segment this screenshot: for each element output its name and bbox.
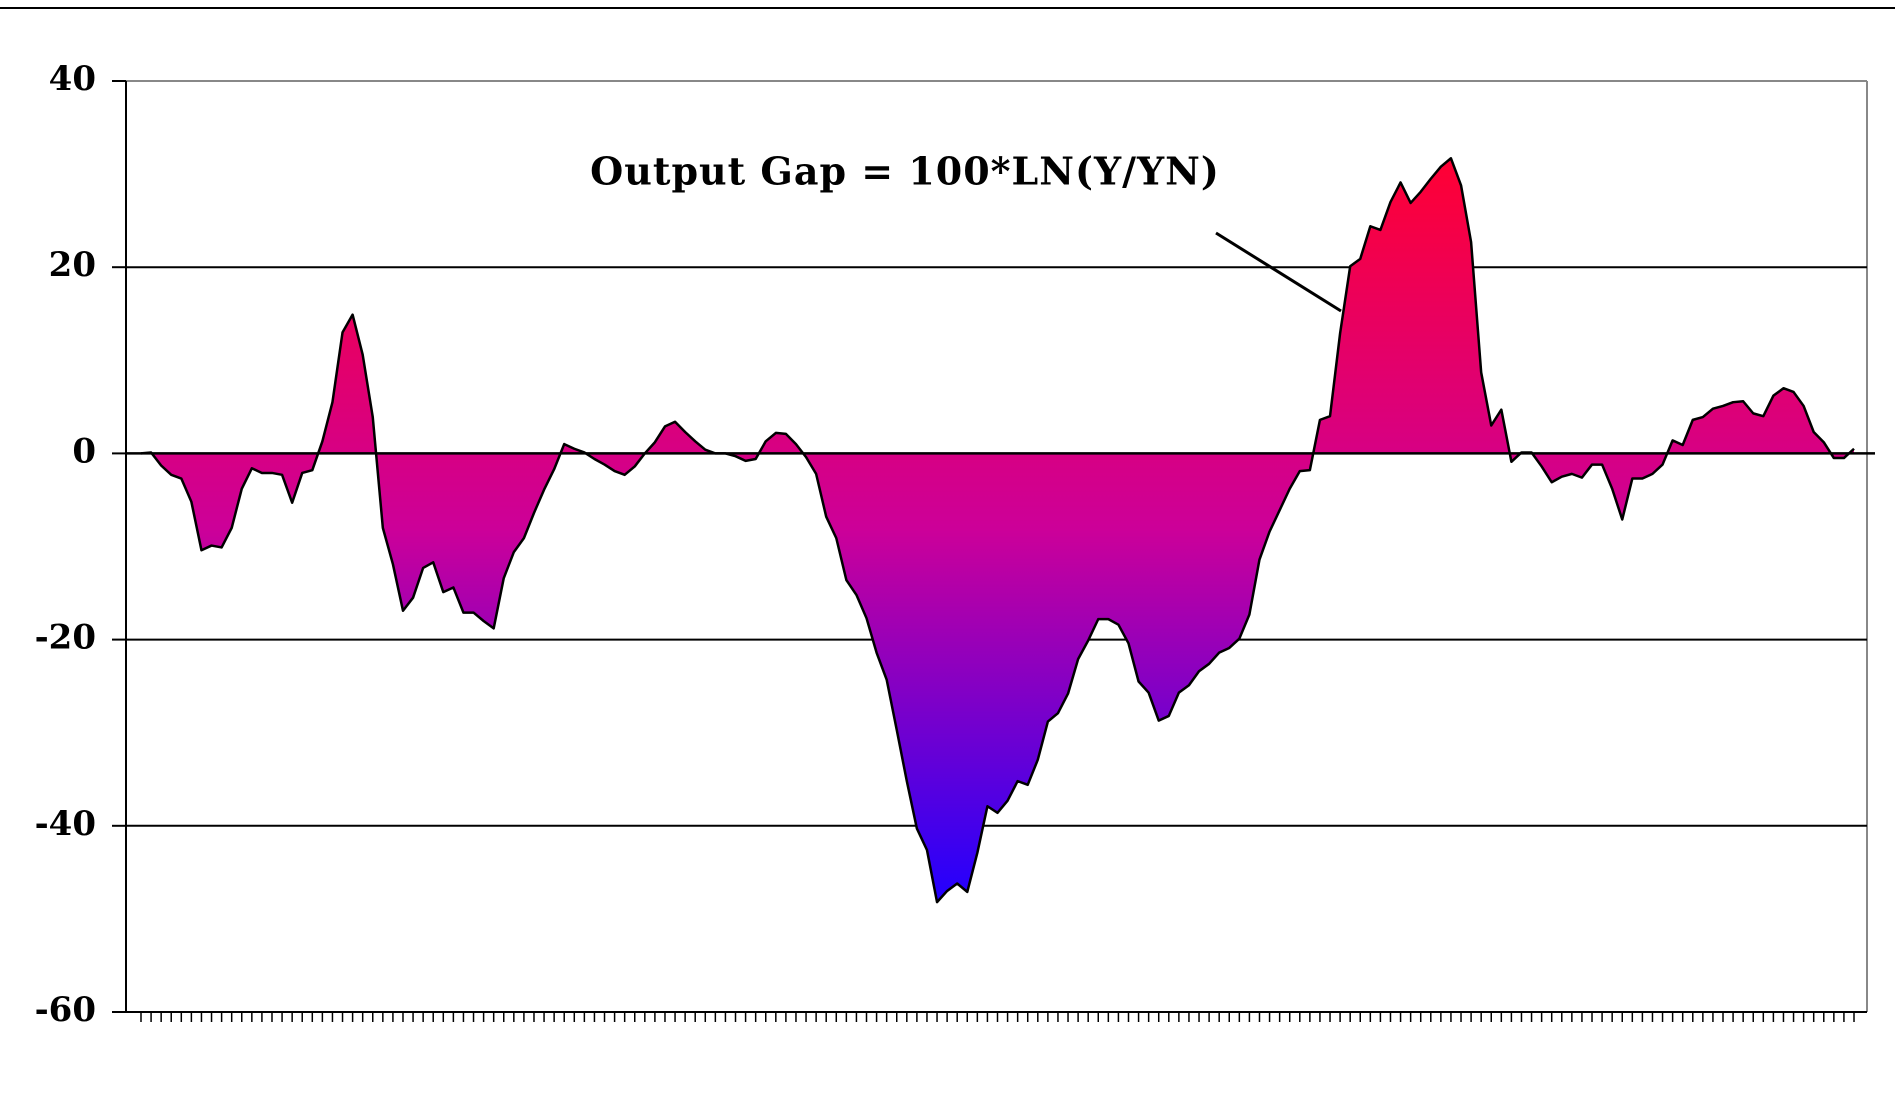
annotation-leader (1215, 231, 1342, 313)
y-tick-label: 20 (49, 245, 96, 285)
y-tick-label: 0 (72, 431, 96, 471)
y-tick-label: -20 (35, 618, 96, 658)
y-tick-label: -60 (35, 990, 96, 1030)
y-tick-label: -40 (35, 804, 96, 844)
area-line (140, 157, 1855, 904)
annotation: Output Gap = 100*LN(Y/YN) (590, 149, 1220, 194)
y-tick-label: 40 (49, 59, 96, 99)
area-fill (141, 158, 1854, 903)
